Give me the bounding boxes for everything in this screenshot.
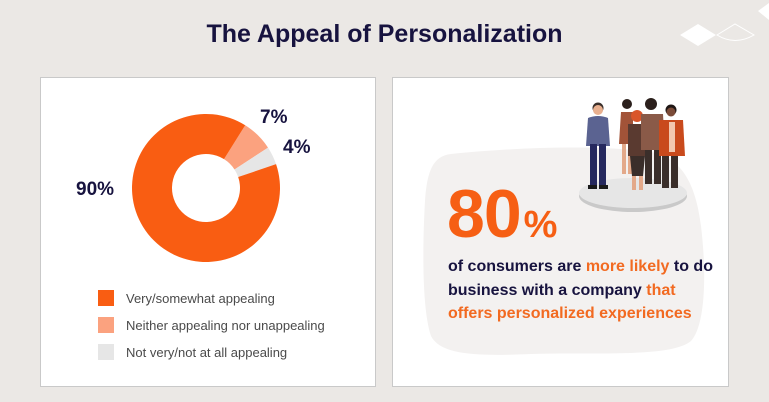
statement-text: to do business with a company xyxy=(448,258,713,299)
donut-chart-card: 90% 7% 4% Very/somewhat appealing Neithe… xyxy=(40,77,376,387)
statement-highlight: that offers personalized experiences xyxy=(448,281,692,323)
donut-chart xyxy=(132,114,280,263)
donut-slice xyxy=(224,125,269,170)
legend-label: Very/somewhat appealing xyxy=(126,290,275,306)
stat-description: of consumers are more likely to do busin… xyxy=(448,255,718,326)
label-very-appealing: 90% xyxy=(76,179,115,200)
big-stat-number: 80 xyxy=(447,176,522,252)
legend-swatch-orange xyxy=(98,290,114,306)
page-title: The Appeal of Personalization xyxy=(206,20,563,48)
legend-item: Very/somewhat appealing xyxy=(98,290,325,306)
chart-legend: Very/somewhat appealing Neither appealin… xyxy=(98,290,325,371)
stat-card: 80% of consumers are more likely to do b… xyxy=(392,77,729,387)
group-of-people-icon xyxy=(579,98,687,212)
donut-slice xyxy=(132,114,280,263)
legend-item: Neither appealing nor unappealing xyxy=(98,317,325,333)
label-not-appealing: 4% xyxy=(283,137,311,158)
big-stat: 80% xyxy=(447,180,557,248)
legend-label: Neither appealing nor unappealing xyxy=(126,317,325,333)
legend-label: Not very/not at all appealing xyxy=(126,344,288,360)
decorative-diamonds-icon xyxy=(680,3,769,46)
legend-swatch-light-orange xyxy=(98,317,114,333)
legend-item: Not very/not at all appealing xyxy=(98,344,325,360)
big-stat-percent: % xyxy=(523,204,558,246)
statement-highlight: more likely xyxy=(585,258,670,275)
statement-text: of consumers are xyxy=(448,258,586,275)
donut-slice xyxy=(234,147,277,178)
label-neither: 7% xyxy=(260,107,288,128)
legend-swatch-grey xyxy=(98,344,114,360)
